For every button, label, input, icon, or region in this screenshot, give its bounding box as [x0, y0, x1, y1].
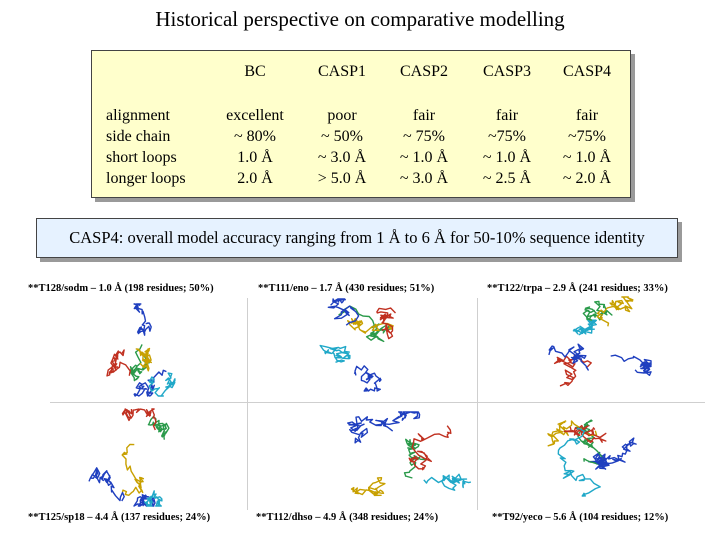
row-label: short loops — [106, 149, 177, 166]
col-header-casp4: CASP4 — [562, 63, 612, 80]
backbone-trace — [88, 467, 125, 502]
backbone-trace — [121, 408, 157, 431]
backbone-trace — [547, 420, 598, 447]
column-casp2: fair ~ 75% ~ 1.0 Å ~ 3.0 Å — [384, 105, 464, 189]
backbone-trace — [375, 411, 421, 432]
table-cell: ~ 50% — [321, 128, 363, 145]
backbone-trace — [121, 443, 145, 497]
backbone-trace — [135, 347, 152, 372]
table-cell: ~ 75% — [403, 128, 445, 145]
table-cell: fair — [575, 107, 599, 124]
table-cell: ~ 1.0 Å — [399, 149, 449, 166]
slide-title: Historical perspective on comparative mo… — [155, 7, 565, 31]
backbone-trace — [319, 344, 351, 363]
backbone-trace — [143, 490, 163, 507]
backbone-trace — [148, 372, 176, 397]
backbone-trace — [106, 349, 131, 377]
backbone-trace — [423, 473, 472, 491]
table-cell: ~ 1.0 Å — [562, 149, 612, 166]
backbone-trace — [548, 343, 589, 371]
backbone-trace — [353, 365, 382, 392]
table-cell: > 5.0 Å — [317, 170, 367, 187]
caption-t111: **T111/eno – 1.7 Å (430 residues; 51%) — [258, 283, 435, 294]
caption-t128: **T128/sodm – 1.0 Å (198 residues; 50%) — [28, 283, 214, 294]
column-casp1: poor ~ 50% ~ 3.0 Å > 5.0 Å — [302, 105, 382, 189]
table-cell: ~ 3.0 Å — [399, 170, 449, 187]
column-casp4: fair ~75% ~ 1.0 Å ~ 2.0 Å — [547, 105, 627, 189]
column-casp3: fair ~75% ~ 1.0 Å ~ 2.5 Å — [467, 105, 547, 189]
grid-divider — [247, 298, 248, 510]
structure-image-t112 — [347, 411, 472, 497]
backbone-trace — [563, 424, 607, 444]
col-header-casp3: CASP3 — [482, 63, 532, 80]
table-cell: ~75% — [568, 128, 606, 145]
table-cell: ~75% — [488, 128, 526, 145]
col-header-casp2: CASP2 — [399, 63, 449, 80]
row-label: alignment — [106, 107, 170, 124]
backbone-trace — [572, 319, 597, 336]
table-cell: ~ 2.0 Å — [562, 170, 612, 187]
backbone-trace — [327, 298, 360, 326]
backbone-trace — [582, 300, 613, 321]
col-header-bc: BC — [244, 63, 266, 80]
caption-t125: **T125/sp18 – 4.4 Å (137 residues; 24%) — [28, 512, 211, 523]
structure-image-t111 — [319, 298, 396, 392]
structure-image-t128 — [106, 303, 176, 397]
grid-divider — [477, 298, 478, 510]
grid-divider — [50, 402, 705, 403]
backbone-trace — [347, 416, 383, 444]
table-cell: fair — [495, 107, 519, 124]
row-label: longer loops — [106, 170, 186, 187]
table-cell: excellent — [226, 107, 284, 124]
structure-image-t125 — [88, 408, 170, 507]
backbone-trace — [350, 476, 386, 497]
table-cell: ~ 1.0 Å — [482, 149, 532, 166]
table-cell: fair — [412, 107, 436, 124]
caption-t92: **T92/yeco – 5.6 Å (104 residues; 12%) — [492, 512, 669, 523]
row-label: side chain — [106, 128, 171, 145]
table-cell: ~ 2.5 Å — [482, 170, 532, 187]
table-cell: 1.0 Å — [237, 149, 273, 166]
backbone-trace — [338, 305, 393, 343]
backbone-trace — [557, 427, 601, 497]
backbone-trace — [408, 425, 452, 471]
caption-t112: **T112/dhso – 4.9 Å (348 residues; 24%) — [256, 512, 439, 523]
table-cell: ~ 80% — [234, 128, 276, 145]
comparison-table: BC CASP1 CASP2 CASP3 CASP4 alignment sid… — [91, 50, 631, 198]
row-labels: alignment side chain short loops longer … — [106, 105, 186, 189]
backbone-trace — [575, 419, 605, 465]
caption-t122: **T122/trpa – 2.9 Å (241 residues; 33%) — [487, 283, 668, 294]
backbone-trace — [133, 494, 156, 507]
backbone-trace — [596, 296, 634, 327]
structure-image-t122 — [548, 296, 652, 387]
backbone-trace — [610, 354, 652, 377]
structure-image-t92 — [547, 419, 637, 497]
backbone-trace — [147, 415, 170, 440]
table-cell: poor — [327, 107, 357, 124]
table-cell: ~ 3.0 Å — [317, 149, 367, 166]
backbone-trace — [595, 437, 637, 470]
column-bc: excellent ~ 80% 1.0 Å 2.0 Å — [215, 105, 295, 189]
table-cell: 2.0 Å — [237, 170, 273, 187]
summary-banner: CASP4: overall model accuracy ranging fr… — [36, 218, 678, 258]
col-header-casp1: CASP1 — [317, 63, 367, 80]
backbone-trace — [133, 303, 152, 336]
backbone-trace — [376, 307, 396, 340]
